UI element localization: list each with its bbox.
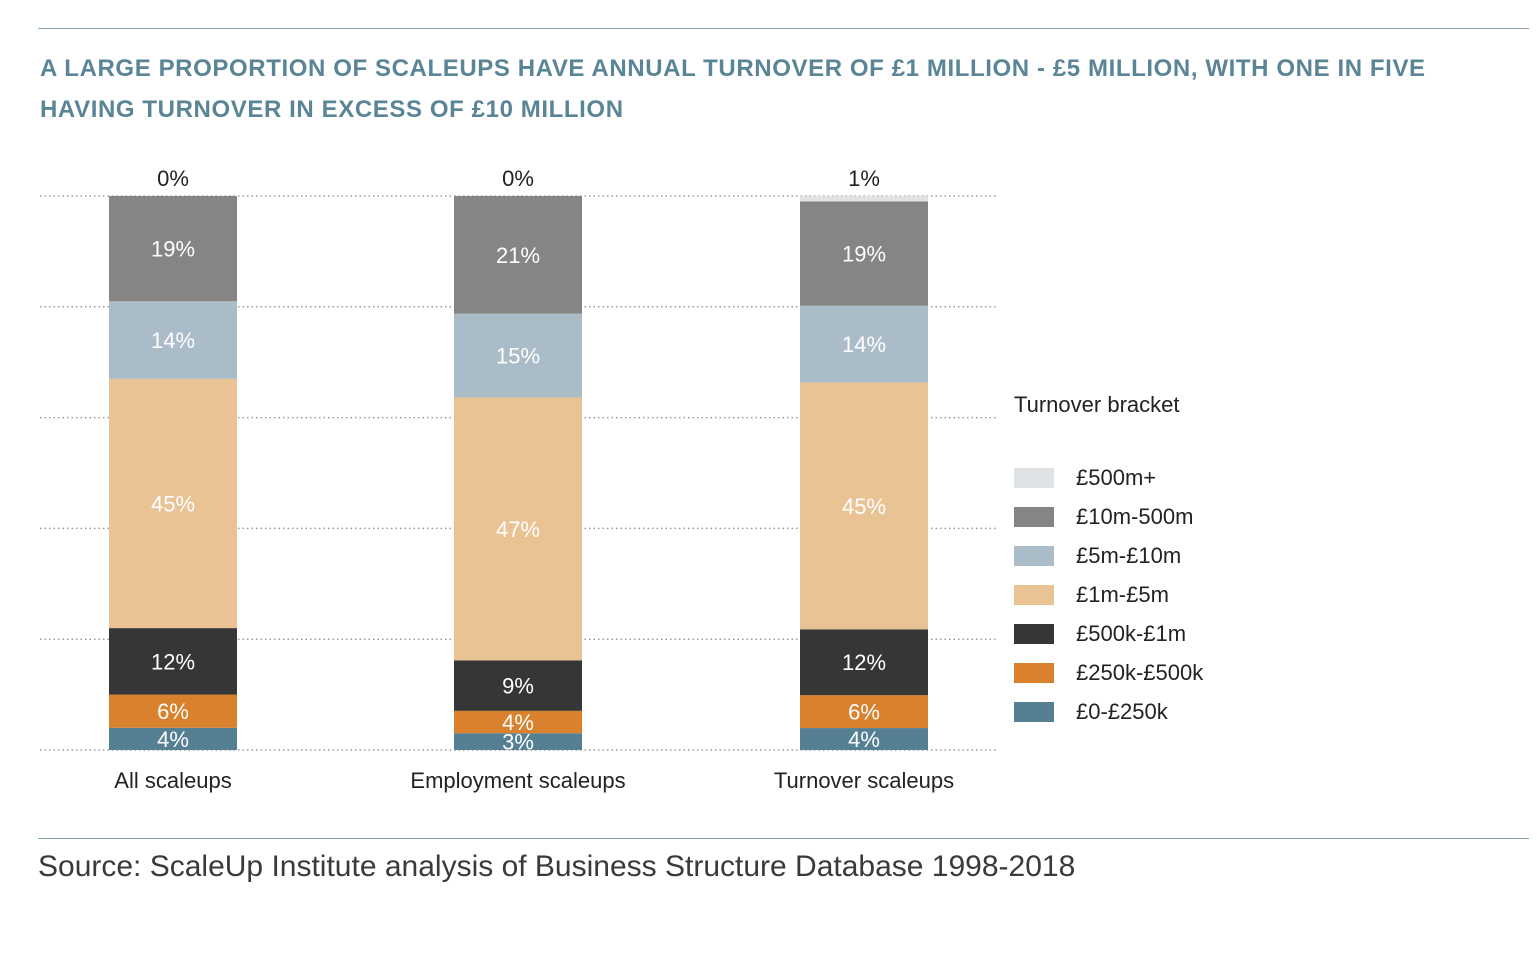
legend-label: £5m-£10m bbox=[1076, 542, 1182, 568]
bar-segment bbox=[454, 196, 582, 314]
legend-label: £1m-£5m bbox=[1076, 581, 1169, 607]
data-label: 9% bbox=[502, 674, 534, 699]
legend-label: £10m-500m bbox=[1076, 503, 1194, 529]
legend-item-0-250k: £0-£250k bbox=[1014, 692, 1203, 731]
legend-label: £0-£250k bbox=[1076, 698, 1168, 724]
data-label: 0% bbox=[502, 166, 534, 191]
legend-swatch bbox=[1014, 584, 1054, 605]
bar-segment bbox=[109, 196, 237, 302]
bar-segment bbox=[109, 727, 237, 750]
bottom-rule bbox=[38, 838, 1529, 839]
data-label: 45% bbox=[842, 494, 886, 519]
legend-item-500k-1m: £500k-£1m bbox=[1014, 614, 1203, 653]
bar-segment bbox=[800, 728, 928, 750]
bar-segment bbox=[109, 628, 237, 695]
bar-segment bbox=[800, 201, 928, 306]
bar-segment bbox=[109, 694, 237, 728]
legend-swatch bbox=[1014, 545, 1054, 566]
legend-swatch bbox=[1014, 623, 1054, 644]
stacked-bar-chart: 4%6%12%45%14%19%0%All scaleups3%4%9%47%1… bbox=[40, 166, 996, 793]
data-label: 15% bbox=[496, 343, 540, 368]
bar-segment bbox=[109, 301, 237, 379]
legend-title: Turnover bracket bbox=[1014, 392, 1180, 417]
data-label: 21% bbox=[496, 243, 540, 268]
category-label: Employment scaleups bbox=[410, 768, 625, 793]
data-label: 12% bbox=[842, 650, 886, 675]
bar-segment bbox=[454, 710, 582, 734]
legend-label: £500k-£1m bbox=[1076, 620, 1187, 646]
data-label: 19% bbox=[842, 242, 886, 267]
data-label: 6% bbox=[848, 700, 880, 725]
category-label: All scaleups bbox=[114, 768, 231, 793]
data-label: 14% bbox=[842, 332, 886, 357]
category-label: Turnover scaleups bbox=[774, 768, 954, 793]
bar-segment bbox=[800, 305, 928, 383]
bar-segment bbox=[109, 378, 237, 629]
bar-segment bbox=[454, 313, 582, 398]
bar-segment bbox=[800, 695, 928, 729]
legend: Turnover bracket £500m+ £10m-500m £5m-£1… bbox=[1014, 392, 1203, 731]
bar-segment bbox=[454, 397, 582, 661]
data-label: 4% bbox=[502, 710, 534, 735]
legend-label: £250k-£500k bbox=[1076, 659, 1204, 685]
legend-swatch bbox=[1014, 701, 1054, 722]
data-label: 4% bbox=[157, 727, 189, 752]
legend-item-250k-500k: £250k-£500k bbox=[1014, 653, 1203, 692]
legend-swatch bbox=[1014, 506, 1054, 527]
source-note: Source: ScaleUp Institute analysis of Bu… bbox=[38, 850, 1076, 883]
legend-item-500m-plus: £500m+ bbox=[1014, 458, 1203, 497]
data-label: 6% bbox=[157, 699, 189, 724]
legend-swatch bbox=[1014, 467, 1054, 488]
data-label: 19% bbox=[151, 237, 195, 262]
legend-item-10m-500m: £10m-500m bbox=[1014, 497, 1203, 536]
bar-segment bbox=[800, 382, 928, 630]
legend-item-5m-10m: £5m-£10m bbox=[1014, 536, 1203, 575]
legend-label: £500m+ bbox=[1076, 464, 1157, 490]
legend-swatch bbox=[1014, 662, 1054, 683]
legend-item-1m-5m: £1m-£5m bbox=[1014, 575, 1203, 614]
data-label: 4% bbox=[848, 727, 880, 752]
data-label: 45% bbox=[151, 491, 195, 516]
bar-segment bbox=[800, 196, 928, 202]
bar-segment bbox=[454, 733, 582, 750]
data-label: 3% bbox=[502, 730, 534, 755]
data-label: 0% bbox=[157, 166, 189, 191]
data-label: 14% bbox=[151, 328, 195, 353]
top-rule bbox=[38, 28, 1529, 29]
chart-title: A LARGE PROPORTION OF SCALEUPS HAVE ANNU… bbox=[40, 55, 1426, 123]
data-label: 1% bbox=[848, 166, 880, 191]
data-label: 47% bbox=[496, 517, 540, 542]
bar-segment bbox=[800, 629, 928, 696]
bar-segment bbox=[454, 660, 582, 711]
data-label: 12% bbox=[151, 649, 195, 674]
